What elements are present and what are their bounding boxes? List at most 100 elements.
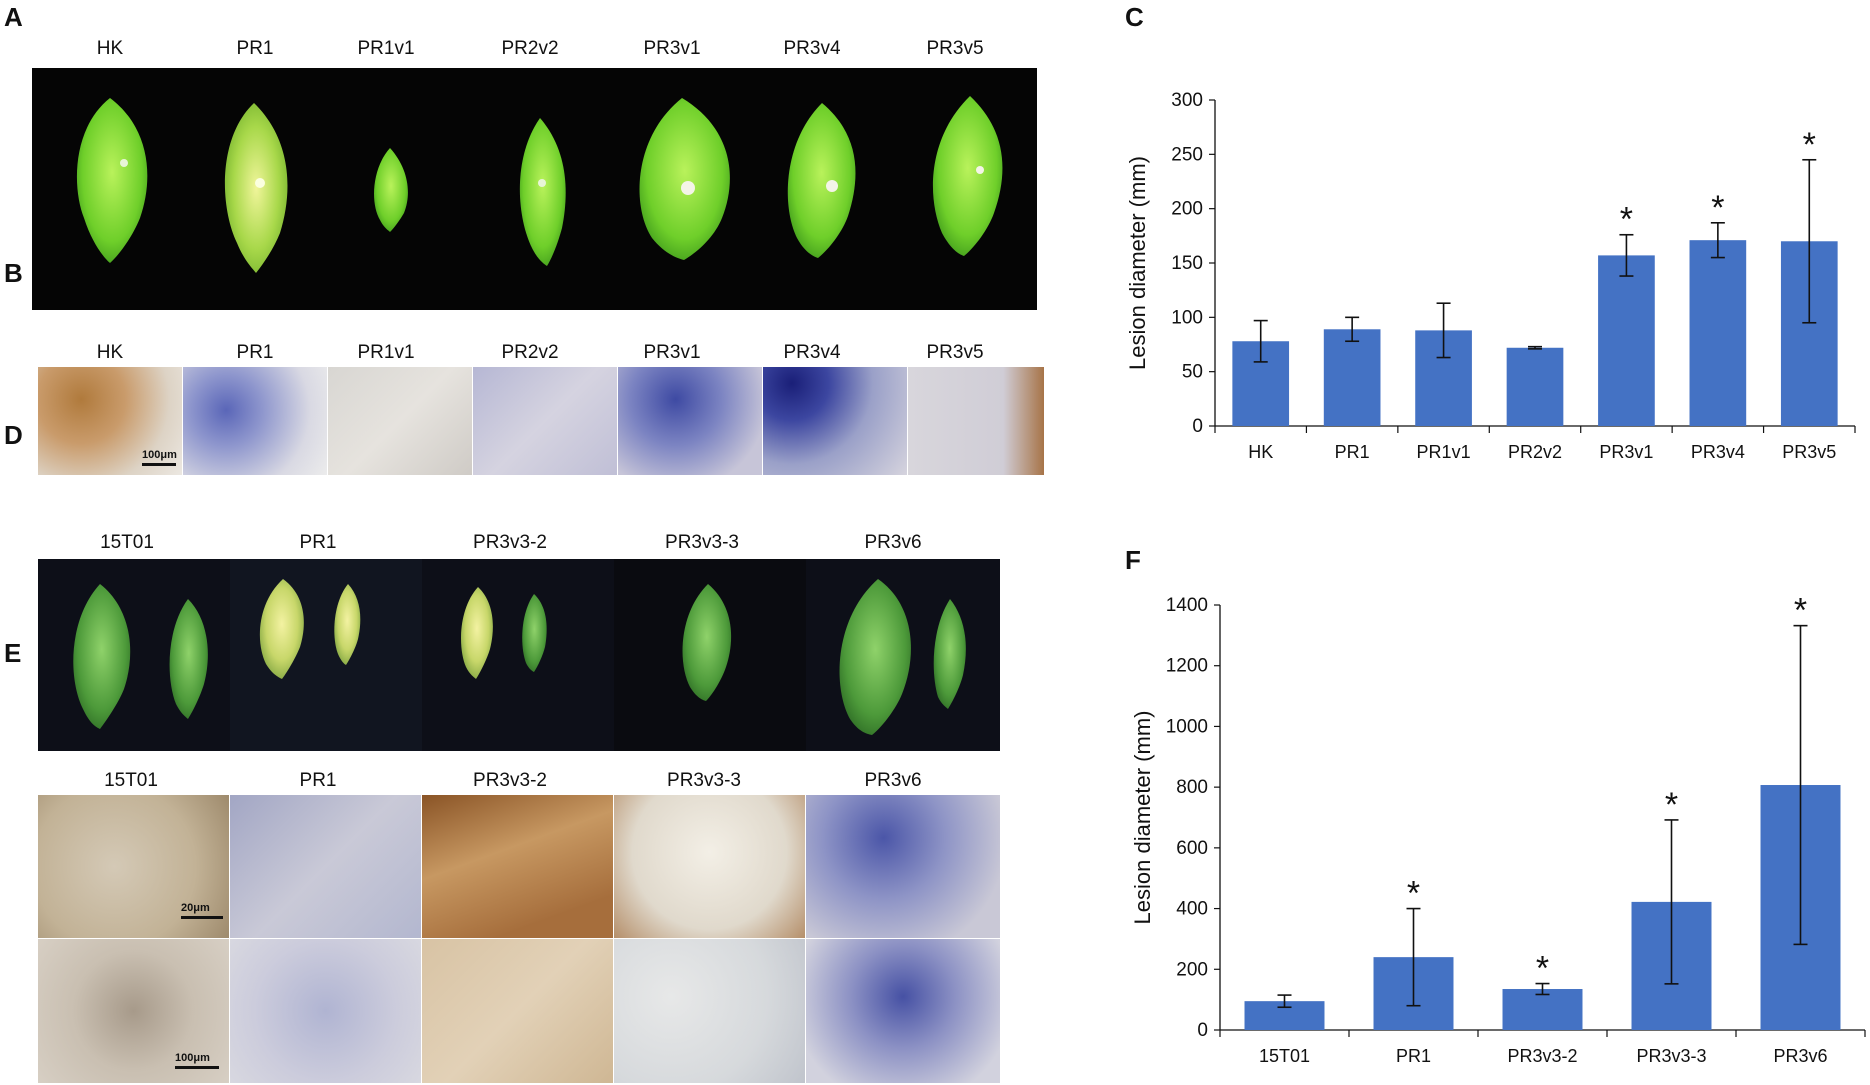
panel-e-label: PR3v6 <box>864 770 922 791</box>
chart-f-y-tick-label: 600 <box>1176 838 1208 859</box>
chart-c-significance-star: * <box>1803 126 1816 164</box>
leaf-pr2v2 <box>519 118 566 266</box>
chart-f-significance-star: * <box>1794 592 1807 630</box>
panel-e-label: PR1 <box>299 770 337 791</box>
scale-bar-e-top-label: 20μm <box>181 902 210 914</box>
panel-b-label: PR2v2 <box>501 342 559 363</box>
panel-e-label: 15T01 <box>104 770 158 791</box>
panel-b-label: PR3v5 <box>926 342 984 363</box>
micro-b-pr2v2 <box>473 367 617 475</box>
chart-f-significance-star: * <box>1665 786 1678 824</box>
micro-e-pr3v3-3-top <box>614 795 805 938</box>
leaf-pr1v1 <box>374 148 408 232</box>
micro-e-pr3v3-2-bottom <box>422 939 613 1083</box>
panel-letter-b: B <box>4 258 23 288</box>
leaf-pr1 <box>224 103 288 273</box>
leaf-d-pr3v6 <box>839 579 966 735</box>
scale-bar-e-bottom: 100μm <box>175 1052 219 1069</box>
panel-d-label: PR3v3-3 <box>665 532 739 553</box>
chart-f: 0 200 400 600 800 1000 1200 1400 Lesion diameter… <box>1130 592 1866 1066</box>
scale-bar-b: 100μm <box>142 449 177 466</box>
scale-bar-e-bottom-label: 100μm <box>175 1052 210 1064</box>
panel-a-label: PR3v1 <box>643 38 701 59</box>
chart-c-x-tick-label: PR1v1 <box>1417 442 1471 462</box>
chart-c-y-tick-label: 250 <box>1171 144 1203 165</box>
micro-e-pr3v3-3-bottom <box>614 939 805 1083</box>
chart-f-y-axis-label: Lesion diameter (mm) <box>1130 711 1155 925</box>
scale-bar-b-label: 100μm <box>142 449 177 461</box>
chart-c-bar-pr3v1 <box>1598 255 1655 426</box>
panel-b-label: PR3v1 <box>643 342 701 363</box>
micro-e-pr3v3-2-top <box>422 795 613 938</box>
panel-a-label: PR1 <box>236 38 274 59</box>
chart-f-x-tick-label: 15T01 <box>1259 1046 1310 1066</box>
micro-b-pr3v4 <box>763 367 907 475</box>
micro-e-pr3v6-top <box>806 795 1000 938</box>
chart-c-x-tick-label: PR3v4 <box>1691 442 1745 462</box>
panel-b-label: PR1 <box>236 342 274 363</box>
panel-d-label: PR3v6 <box>864 532 922 553</box>
panel-letter-a: A <box>4 2 23 32</box>
chart-c-bar-pr1 <box>1323 329 1381 426</box>
panel-a-label: PR2v2 <box>501 38 559 59</box>
panel-d-label: 15T01 <box>100 532 154 553</box>
leaf-photo-svg <box>32 68 1037 310</box>
chart-f-bar-pr3v3-2 <box>1502 989 1583 1030</box>
micro-b-hk <box>38 367 182 475</box>
leaf-pr3v4 <box>787 103 856 258</box>
panel-letter-e: E <box>4 638 22 668</box>
chart-f-significance-star: * <box>1407 875 1420 913</box>
chart-c-significance-star: * <box>1711 189 1724 227</box>
panel-letter-f: F <box>1125 545 1141 575</box>
chart-c-x-tick-label: HK <box>1248 442 1273 462</box>
chart-c-significance-star: * <box>1620 201 1633 239</box>
leaf-pr3v1 <box>639 98 730 260</box>
chart-c-y-tick-label: 150 <box>1171 253 1203 274</box>
panel-a-label: PR3v5 <box>926 38 984 59</box>
chart-f-y-tick-label: 1400 <box>1166 595 1208 616</box>
chart-f-y-tick-label: 1200 <box>1166 656 1208 677</box>
micro-b-pr1 <box>183 367 327 475</box>
chart-c-bar-pr3v4 <box>1689 240 1747 426</box>
chart-c-x-tick-label: PR2v2 <box>1508 442 1562 462</box>
chart-c-y-axis-label: Lesion diameter (mm) <box>1125 156 1150 370</box>
chart-c-y-tick-label: 0 <box>1192 416 1203 437</box>
micro-e-pr1-top <box>230 795 421 938</box>
leaf-d-pr3v3-3 <box>682 584 732 701</box>
micro-b-pr1v1 <box>328 367 472 475</box>
micro-e-15t01-top <box>38 795 229 938</box>
panel-e-label: PR3v3-3 <box>667 770 741 791</box>
chart-f-y-tick-label: 200 <box>1176 959 1208 980</box>
chart-f-y-tick-label: 400 <box>1176 899 1208 920</box>
micro-b-pr3v1 <box>618 367 762 475</box>
leaf-hk <box>76 98 148 263</box>
micro-b-pr3v5 <box>908 367 1044 475</box>
chart-c-y-tick-label: 50 <box>1182 362 1203 383</box>
chart-c-y-tick-label: 100 <box>1171 307 1203 328</box>
chart-c-x-tick-label: PR1 <box>1335 442 1370 462</box>
panel-b-label: PR3v4 <box>783 342 841 363</box>
chart-c-y-tick-label: 300 <box>1171 90 1203 111</box>
panel-a-leaf-photos <box>32 68 1037 310</box>
chart-c-x-tick-label: PR3v5 <box>1782 442 1836 462</box>
micro-e-pr1-bottom <box>230 939 421 1083</box>
leaf-photo-d-svg <box>38 559 1000 751</box>
micro-e-15t01-bottom <box>38 939 229 1083</box>
chart-f-x-tick-label: PR3v3-2 <box>1507 1046 1577 1066</box>
scale-bar-e-top: 20μm <box>181 902 223 919</box>
chart-f-y-tick-label: 0 <box>1197 1020 1208 1041</box>
scale-bar-e-bottom-line <box>175 1066 219 1069</box>
panel-a-label: PR1v1 <box>357 38 415 59</box>
chart-f-x-tick-label: PR3v3-3 <box>1636 1046 1706 1066</box>
scale-bar-e-top-line <box>181 916 223 919</box>
chart-c: 0 50 100 150 200 250 300 Lesion diameter (mm) HK… <box>1125 90 1856 462</box>
panel-b-label: PR1v1 <box>357 342 415 363</box>
chart-f-x-tick-label: PR1 <box>1396 1046 1431 1066</box>
panel-letter-d: D <box>4 420 23 450</box>
panel-e-label: PR3v3-2 <box>473 770 547 791</box>
chart-f-y-tick-label: 1000 <box>1166 716 1208 737</box>
leaf-pr3v5 <box>932 96 1003 256</box>
panel-a-label: HK <box>96 38 124 59</box>
chart-f-x-tick-label: PR3v6 <box>1773 1046 1827 1066</box>
chart-c-x-tick-label: PR3v1 <box>1599 442 1653 462</box>
